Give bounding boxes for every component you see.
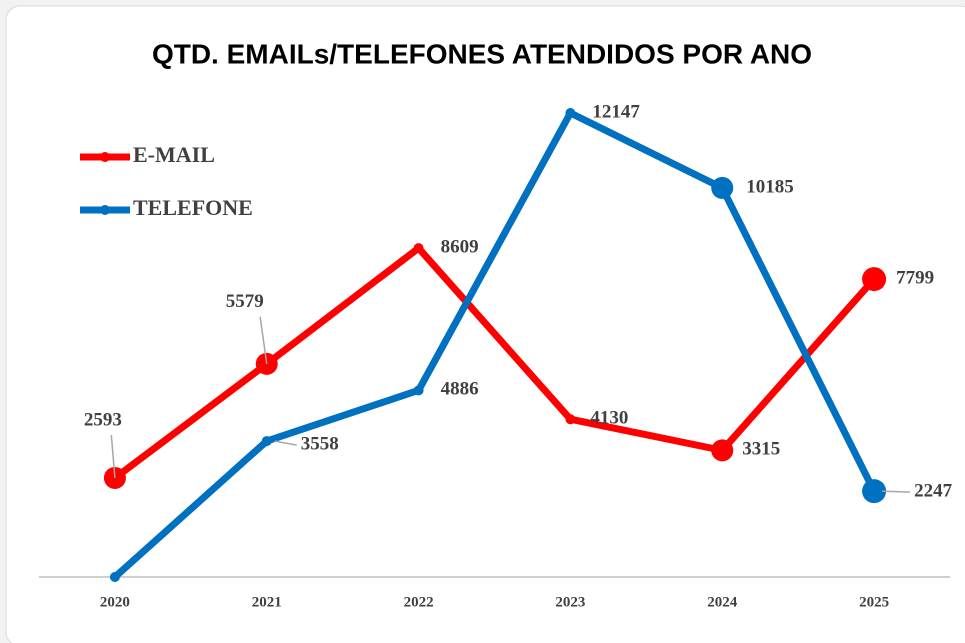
x-tick-label: 2022 [404,594,434,610]
chart-title: QTD. EMAILs/TELEFONES ATENDIDOS POR ANO [152,38,812,69]
marker [711,439,734,462]
leader-line [110,434,116,479]
legend-label: E-MAIL [133,142,215,167]
x-tick-label: 2024 [707,594,738,610]
data-label: 3315 [742,439,780,460]
data-label: 4130 [590,408,628,429]
marker [565,414,576,425]
x-tick-label: 2025 [859,594,889,610]
marker [565,107,576,118]
data-label: 3558 [301,433,339,454]
line-1 [112,109,878,580]
x-tick-label: 2021 [252,594,282,610]
legend-marker [100,152,110,162]
marker [261,436,272,447]
data-label: 2247 [914,481,953,502]
data-label: 7799 [896,267,934,288]
x-tick-label: 2023 [555,594,585,610]
marker [711,176,734,199]
data-label: 12147 [592,101,640,122]
data-label: 2593 [84,409,122,430]
legend-marker [100,205,110,215]
marker [413,243,424,254]
data-label: 4886 [441,379,479,400]
data-label: 8609 [441,236,479,257]
marker [862,479,887,504]
line-0 [112,244,877,481]
leader-line [259,316,268,364]
data-label: 10185 [746,176,794,197]
marker [862,267,887,292]
leader-line [274,440,297,446]
legend-label: TELEFONE [133,195,253,220]
marker [413,385,424,396]
data-label: 5579 [226,291,264,312]
leader-line [882,490,911,493]
x-tick-label: 2020 [100,594,130,610]
marker [109,572,120,582]
